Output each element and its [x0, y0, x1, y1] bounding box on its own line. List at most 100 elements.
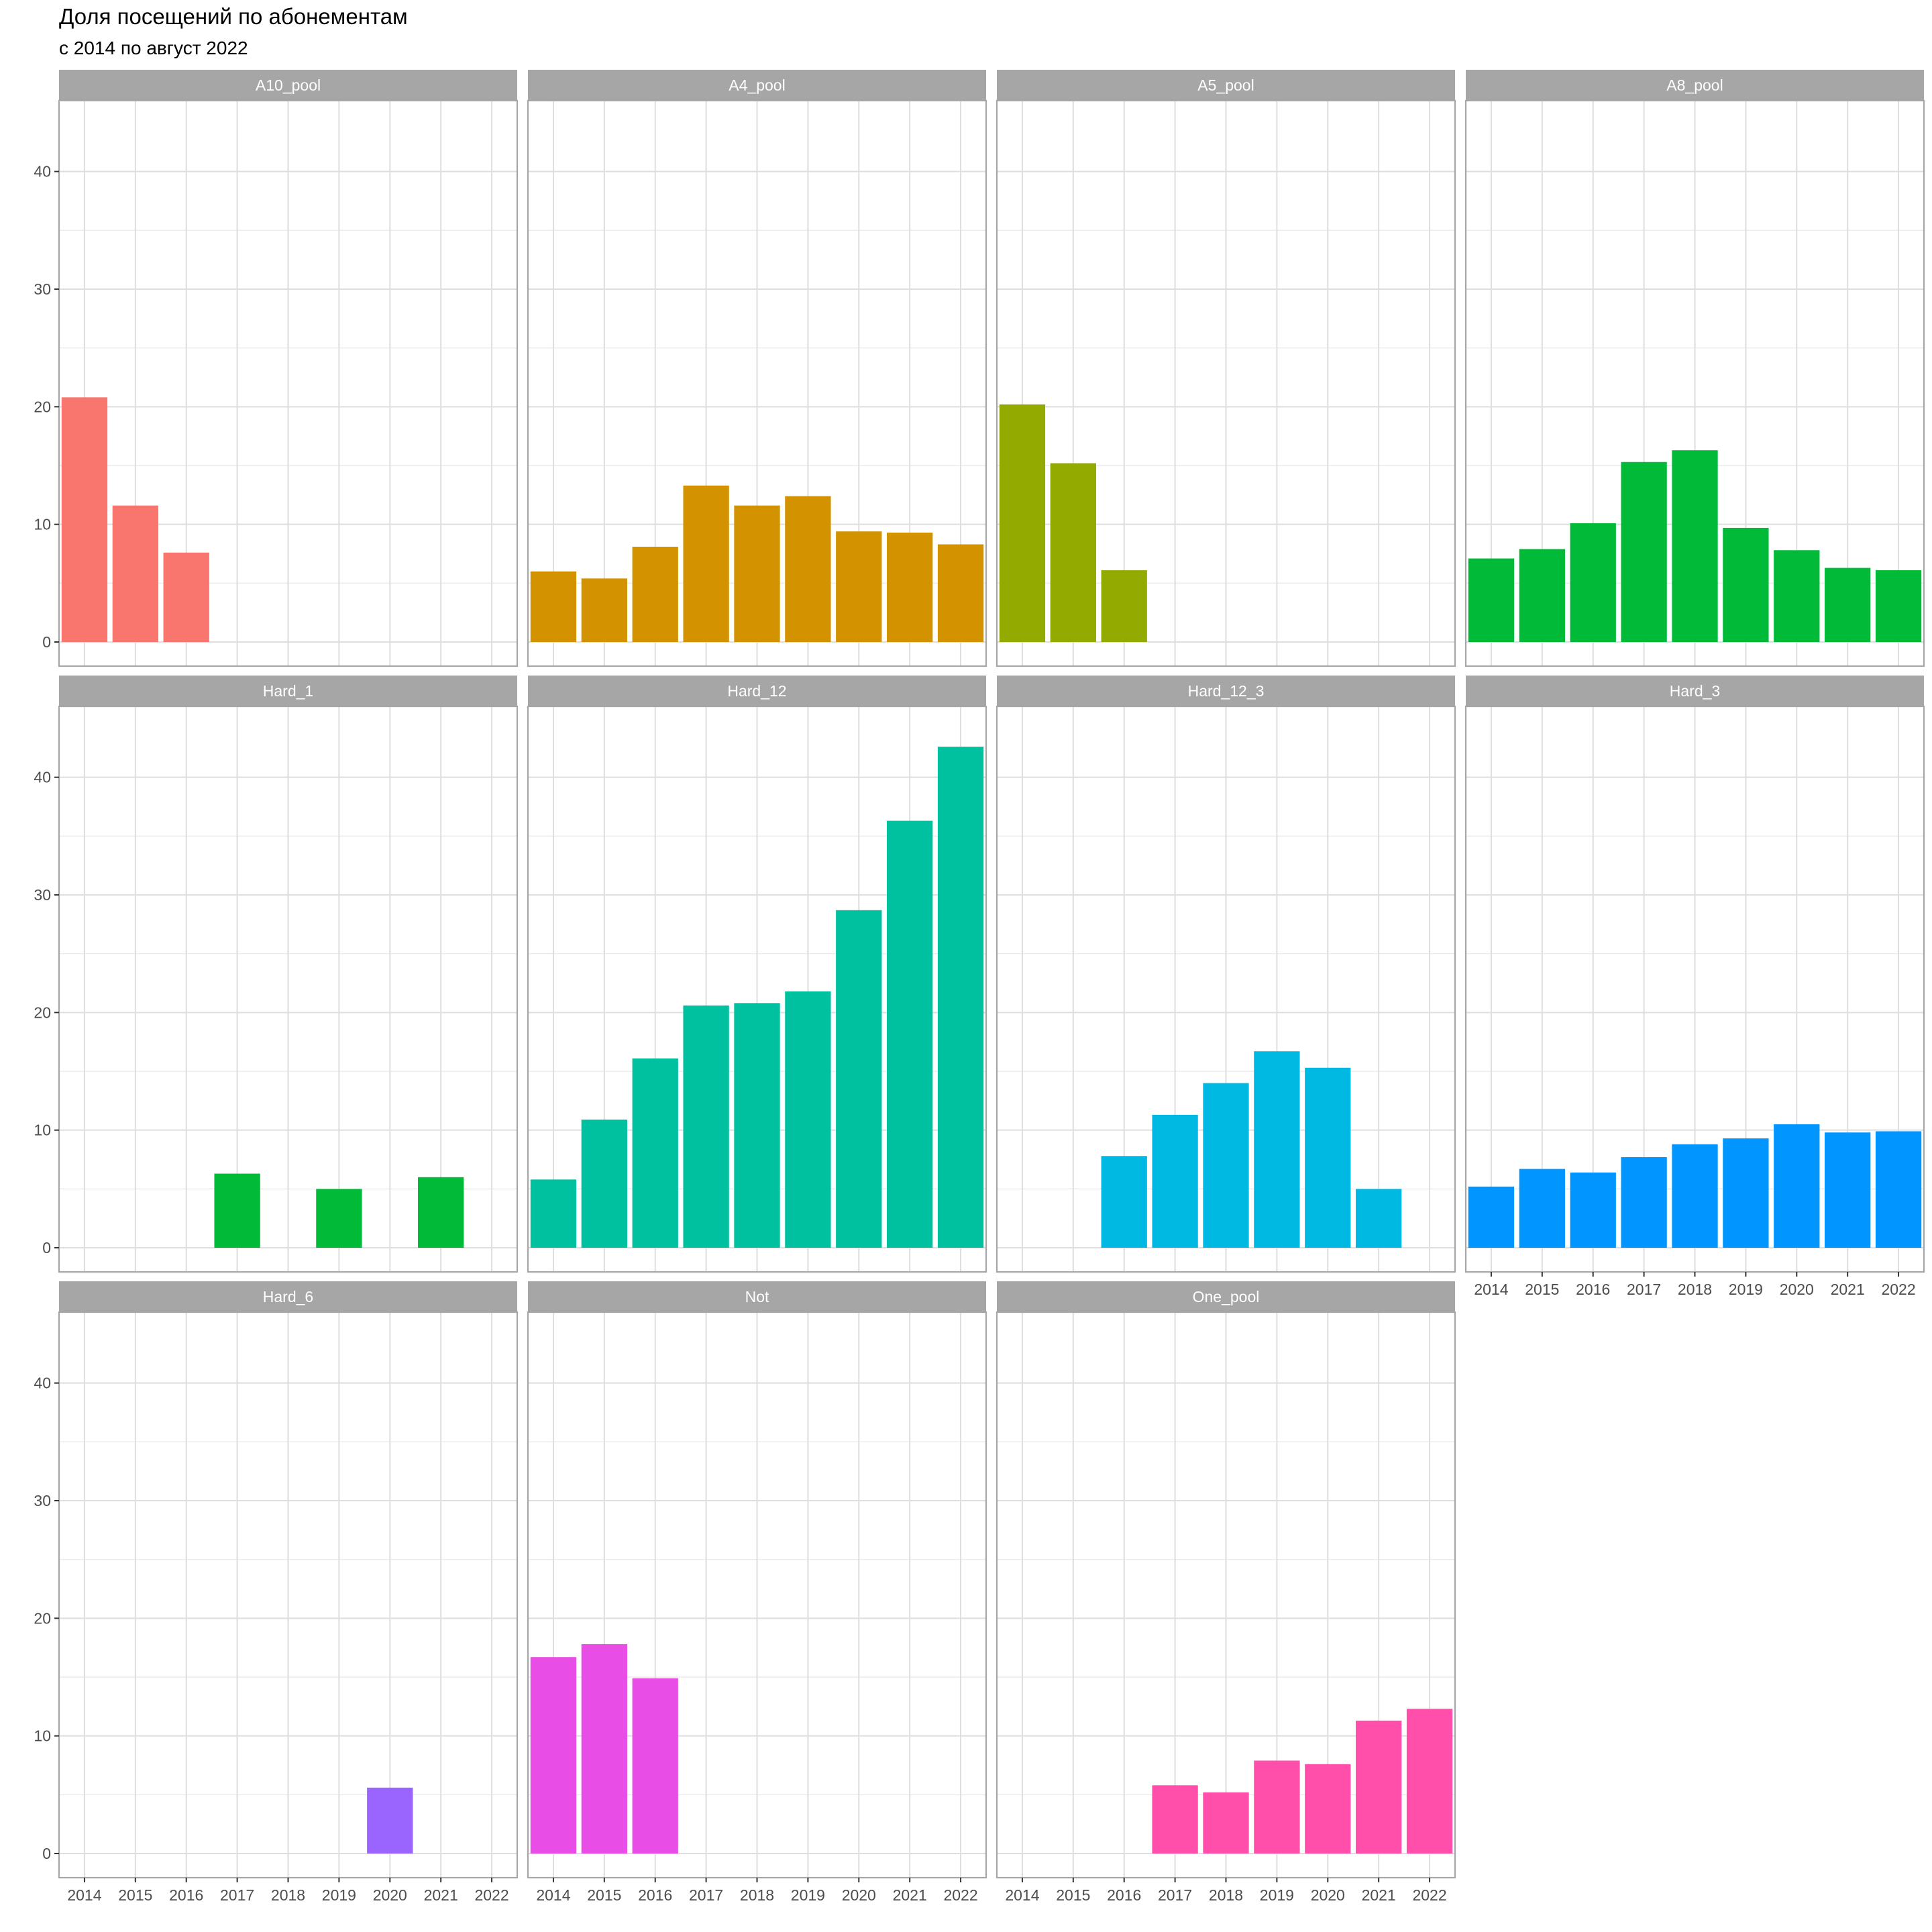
y-tick-label: 40	[34, 163, 51, 180]
x-tick-label: 2018	[1678, 1281, 1712, 1298]
panel-border	[1464, 99, 1925, 667]
bar	[632, 546, 678, 642]
facet-strip-label: A4_pool	[729, 76, 785, 94]
facet-strip	[528, 1281, 986, 1312]
bar	[367, 1787, 413, 1854]
bar	[785, 991, 831, 1248]
bar	[214, 1173, 260, 1248]
bar	[1203, 1792, 1249, 1854]
x-tick-label: 2020	[1311, 1886, 1345, 1904]
bar	[1825, 568, 1871, 642]
bar	[1672, 450, 1718, 642]
y-tick-label: 20	[34, 1609, 51, 1627]
bar	[1468, 558, 1515, 642]
facet-strip	[528, 70, 986, 101]
y-tick-label: 20	[34, 398, 51, 415]
bar	[61, 397, 108, 642]
x-tick-label: 2015	[118, 1886, 152, 1904]
bar	[887, 820, 933, 1248]
x-tick-label: 2019	[1729, 1281, 1763, 1298]
x-tick-label: 2020	[842, 1886, 876, 1904]
x-tick-label: 2018	[1209, 1886, 1243, 1904]
y-tick-label: 30	[34, 886, 51, 904]
bar	[1723, 527, 1769, 642]
y-tick-label: 0	[42, 1845, 51, 1862]
panel-border	[527, 705, 987, 1273]
facet-strip-label: Hard_1	[263, 682, 313, 700]
x-tick-label: 2021	[893, 1886, 927, 1904]
x-tick-label: 2022	[1412, 1886, 1446, 1904]
bar	[1356, 1189, 1402, 1248]
x-tick-label: 2015	[1056, 1886, 1090, 1904]
bar	[581, 578, 627, 642]
facet-strip-label: One_pool	[1193, 1288, 1260, 1305]
facet-strip-label: A8_pool	[1666, 76, 1723, 94]
x-tick-label: 2017	[220, 1886, 254, 1904]
bar	[937, 544, 984, 642]
bar	[418, 1177, 464, 1248]
facet-strip	[59, 70, 517, 101]
x-tick-label: 2019	[791, 1886, 825, 1904]
bar	[1774, 1124, 1820, 1248]
x-tick-label: 2017	[1627, 1281, 1661, 1298]
x-tick-label: 2020	[1780, 1281, 1814, 1298]
x-tick-label: 2016	[638, 1886, 672, 1904]
bar	[1305, 1067, 1351, 1248]
y-tick-label: 40	[34, 1375, 51, 1392]
y-tick-label: 40	[34, 769, 51, 786]
facet-strip-label: Hard_12	[727, 682, 786, 700]
facet-strip-label: Hard_12_3	[1188, 682, 1265, 700]
bar	[836, 910, 882, 1248]
panel-border	[58, 705, 519, 1273]
bar	[1519, 1169, 1565, 1248]
x-tick-label: 2018	[271, 1886, 305, 1904]
bar	[999, 404, 1046, 642]
panel-border	[58, 99, 519, 667]
x-tick-label: 2017	[1158, 1886, 1192, 1904]
bar	[530, 1657, 577, 1854]
bar	[785, 496, 831, 642]
bar	[1621, 462, 1667, 642]
x-tick-label: 2014	[536, 1886, 570, 1904]
facet-strip-label: A10_pool	[256, 76, 321, 94]
bar	[1723, 1138, 1769, 1248]
facet-strip	[59, 676, 517, 706]
panel-border	[996, 99, 1456, 667]
bar	[937, 747, 984, 1248]
bar	[1050, 463, 1096, 642]
x-tick-label: 2018	[740, 1886, 774, 1904]
bar	[1825, 1132, 1871, 1248]
y-tick-label: 30	[34, 280, 51, 298]
x-tick-label: 2015	[1525, 1281, 1559, 1298]
bar	[581, 1119, 627, 1248]
facet-strip-label: Hard_6	[263, 1288, 313, 1305]
facet-strip	[528, 676, 986, 706]
bar	[1621, 1157, 1667, 1248]
bar	[316, 1189, 362, 1248]
facet-strip-label: Hard_3	[1670, 682, 1720, 700]
bar	[1519, 549, 1565, 642]
facet-strip	[997, 1281, 1455, 1312]
bar	[1468, 1186, 1515, 1248]
x-tick-label: 2021	[424, 1886, 458, 1904]
bar	[836, 531, 882, 642]
y-tick-label: 0	[42, 1239, 51, 1256]
x-tick-label: 2015	[587, 1886, 621, 1904]
bar	[1152, 1785, 1198, 1854]
chart-subtitle: с 2014 по август 2022	[59, 38, 248, 58]
bar	[1570, 523, 1616, 642]
x-tick-label: 2020	[373, 1886, 407, 1904]
x-tick-label: 2022	[943, 1886, 977, 1904]
bar	[1672, 1144, 1718, 1248]
bar	[530, 1179, 577, 1248]
bar	[1570, 1172, 1616, 1248]
bar	[683, 1005, 729, 1248]
x-tick-label: 2021	[1831, 1281, 1865, 1298]
bar	[734, 505, 780, 642]
x-tick-label: 2016	[1576, 1281, 1610, 1298]
bar	[887, 532, 933, 642]
facet-strip-label: A5_pool	[1197, 76, 1254, 94]
bar	[683, 485, 729, 642]
y-tick-label: 20	[34, 1004, 51, 1021]
